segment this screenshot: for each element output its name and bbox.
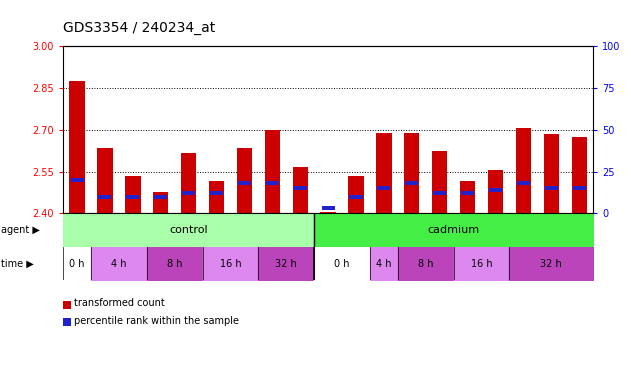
Text: 16 h: 16 h (471, 258, 492, 268)
Bar (126, 195, 139, 199)
Bar (348, 176, 363, 214)
Text: agent ▶: agent ▶ (1, 225, 40, 235)
Text: GDS3354 / 240234_at: GDS3354 / 240234_at (63, 21, 215, 35)
Bar (376, 132, 392, 214)
Bar (321, 212, 336, 214)
Bar (237, 148, 252, 214)
Bar (404, 132, 420, 214)
Text: cadmium: cadmium (428, 225, 480, 235)
Text: 0 h: 0 h (69, 258, 85, 268)
Bar (517, 181, 530, 185)
Bar (573, 186, 586, 190)
Bar (182, 191, 195, 195)
Bar (572, 137, 587, 214)
Bar (377, 186, 391, 190)
Bar (153, 192, 168, 214)
Bar (97, 148, 112, 214)
Bar (544, 134, 559, 214)
Bar (71, 178, 83, 182)
Text: transformed count: transformed count (74, 298, 165, 308)
Bar (405, 181, 418, 185)
Bar (98, 195, 112, 199)
Text: percentile rank within the sample: percentile rank within the sample (74, 316, 239, 326)
Bar (69, 81, 85, 214)
Bar (264, 130, 280, 214)
Bar (433, 191, 446, 195)
Text: time ▶: time ▶ (1, 258, 34, 268)
Text: 8 h: 8 h (167, 258, 182, 268)
Text: 4 h: 4 h (111, 258, 127, 268)
Bar (266, 181, 279, 185)
Bar (460, 181, 475, 214)
Bar (293, 167, 308, 214)
Bar (210, 191, 223, 195)
Bar (209, 181, 224, 214)
Bar (516, 128, 531, 214)
Bar (432, 151, 447, 214)
Text: 32 h: 32 h (275, 258, 297, 268)
Bar (238, 181, 251, 185)
Bar (125, 176, 141, 214)
Text: 32 h: 32 h (540, 258, 562, 268)
Bar (488, 170, 503, 214)
Text: 4 h: 4 h (376, 258, 392, 268)
Text: control: control (169, 225, 208, 235)
Bar (350, 195, 363, 199)
Bar (181, 154, 196, 214)
Bar (293, 186, 307, 190)
Bar (461, 191, 474, 195)
Text: 0 h: 0 h (334, 258, 350, 268)
Text: 8 h: 8 h (418, 258, 433, 268)
Bar (489, 188, 502, 192)
Text: 16 h: 16 h (220, 258, 241, 268)
Bar (322, 206, 334, 210)
Bar (154, 195, 167, 199)
Bar (545, 186, 558, 190)
